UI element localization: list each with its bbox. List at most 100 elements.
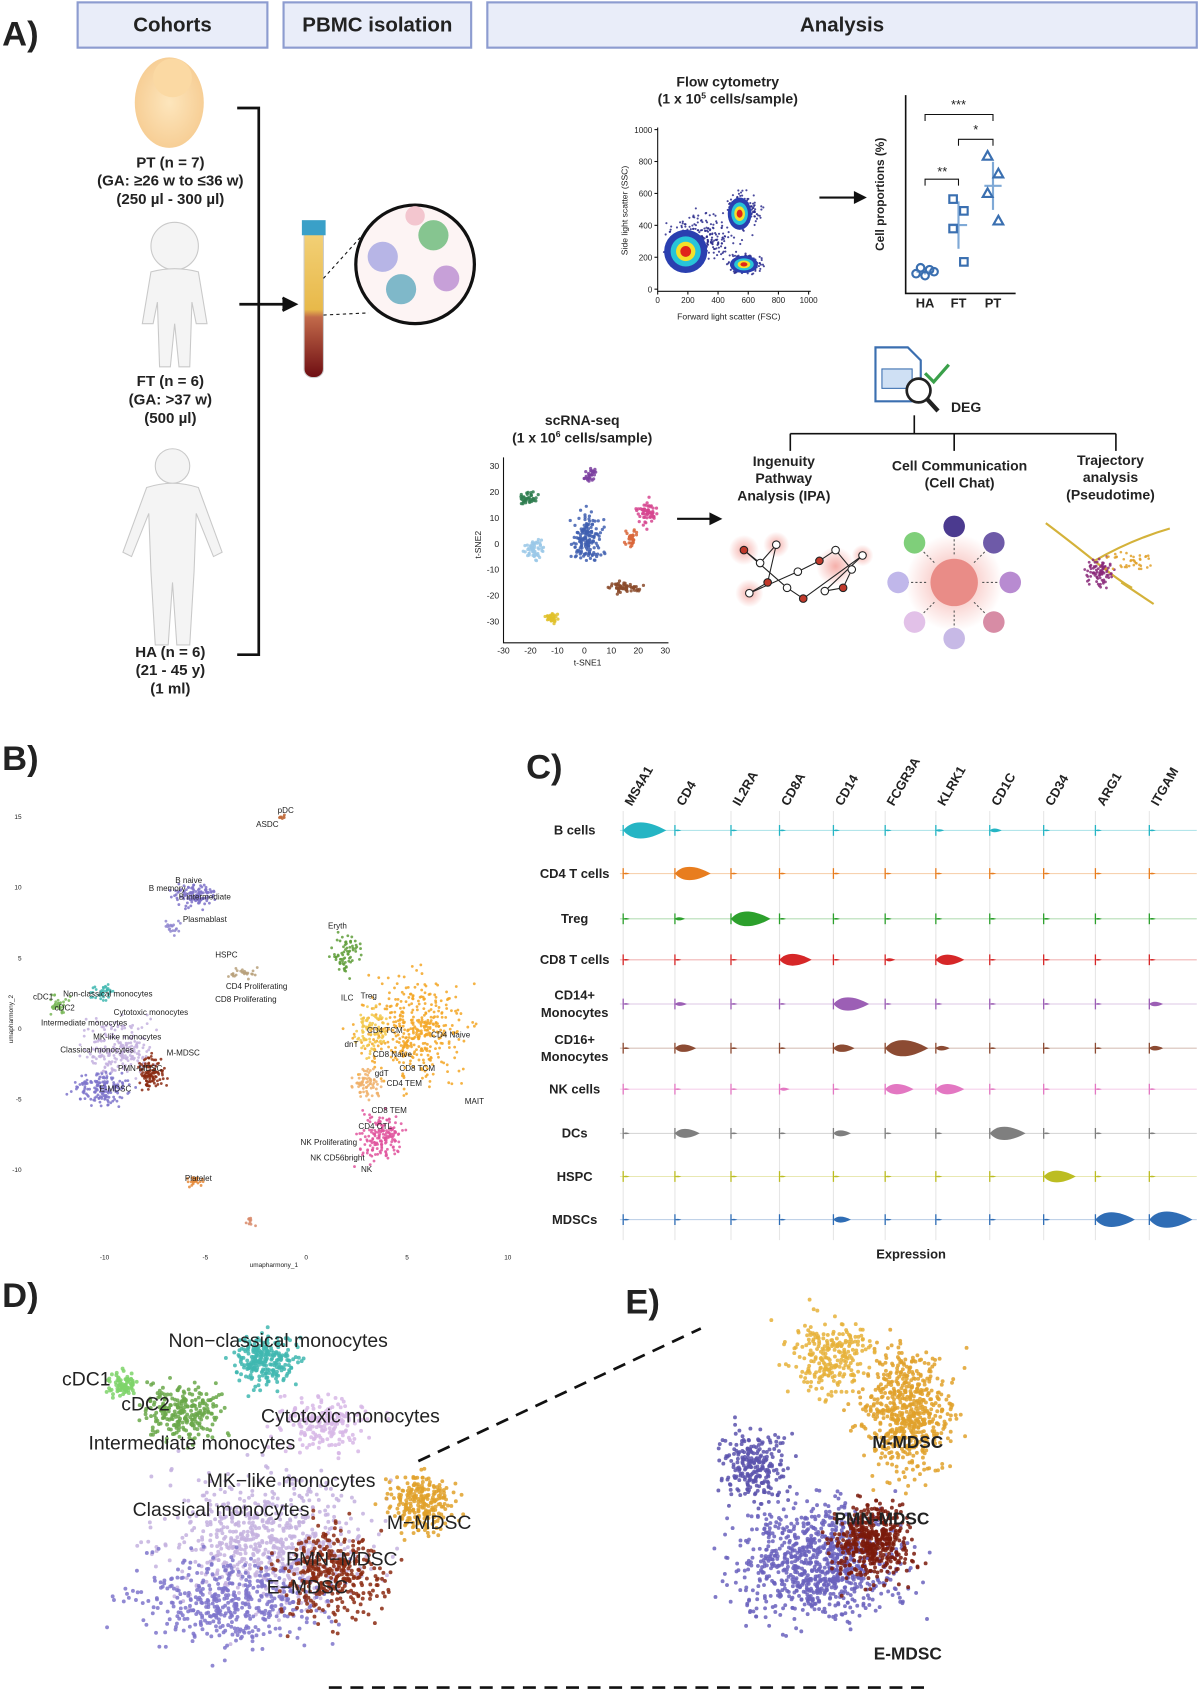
violin [779,953,812,966]
cell-dot [145,1022,149,1026]
x-tick-label: -10 [551,646,564,656]
cell-dot [126,1079,130,1083]
cell-dot [445,990,448,994]
cell-dot [78,1083,82,1086]
umap-cluster [164,919,182,937]
cell-dot [209,1562,214,1567]
cell-dot [348,977,352,980]
cell-dot [728,202,731,206]
cell-dot [144,1072,147,1076]
cell-dot [381,1570,386,1575]
cell-dot [333,952,336,956]
cell-dot [212,1597,217,1602]
cell-dot [372,1621,377,1626]
cell-dot [105,1080,109,1083]
cell-dot [368,1049,372,1053]
cell-dot [86,1087,90,1091]
network-node [838,583,848,593]
cell-dot [752,206,755,210]
cluster-label: Intermediate monocytes [41,1019,127,1028]
cell-dot [365,1069,368,1073]
cell-dot [177,929,181,933]
violin [1095,1003,1102,1005]
cell-dot [67,999,71,1002]
cell-dot [474,1022,478,1026]
cell-dot [373,1040,377,1044]
cell-dot [332,1514,337,1519]
cell-dot [280,1557,285,1562]
cell-dot [643,515,647,519]
cell-dot [359,1095,363,1098]
cell-dot [705,235,708,238]
cell-dot [380,1145,384,1149]
cell-dot [759,216,762,219]
x-tick-label: -20 [524,646,537,656]
cell-dot [362,1044,365,1048]
cell-dot [417,1045,421,1048]
violin [1149,1088,1156,1090]
cell-dot [724,246,727,249]
cell-dot [216,1581,221,1586]
cell-dot [214,1535,219,1539]
cell-dot [297,1626,302,1631]
cell-dot [419,963,423,967]
cell-dot [592,477,596,481]
cell-dot [264,1540,269,1545]
cell-dot [80,1074,84,1078]
cell-dot [83,1085,87,1089]
cell-dot [592,535,596,539]
cell-dot [381,1116,385,1120]
cell-dot [405,1092,408,1096]
cell-dot [243,1570,248,1575]
cell-dot [260,1647,265,1651]
cell-dot [400,1488,405,1493]
cell-dot [98,1100,102,1104]
y-tick-label: 600 [639,190,653,199]
cell-dot [425,1047,429,1051]
violin [674,1128,700,1138]
cell-dot [250,1520,255,1525]
cell-dot [255,966,259,969]
cell-dot [584,504,588,508]
cell-dot [375,1147,379,1150]
cell-dot [152,1578,157,1583]
cell-dot [409,1027,413,1031]
cell-dot [540,546,544,550]
cell-dot [584,558,589,563]
y-tick-label: -30 [487,616,500,626]
violin [833,829,840,832]
cell-dot [346,1529,351,1534]
violin [674,829,682,832]
cell-dot [446,1070,449,1073]
cell-dot [444,1486,449,1490]
cell-dot [148,1525,153,1530]
cell-dot [387,1480,392,1485]
cell-dot [351,1023,355,1026]
cell-dot [429,1008,433,1011]
cell-dot [356,1534,361,1539]
cell-dot [355,1576,360,1580]
cell-dot [151,1079,155,1083]
cell-dot [434,995,438,999]
cell-dot [352,1032,356,1036]
cell-dot [366,1043,370,1047]
cell-dot [180,1535,185,1540]
y-axis-title: Cell proportions (%) [873,138,887,251]
cell-dot [146,1599,151,1603]
cell-dot [370,1139,373,1143]
violin [989,918,997,920]
cell-dot [755,217,759,220]
cell-dot [188,1603,192,1608]
violin [833,918,840,920]
cell-dot [192,888,196,892]
cell-dot [402,1006,406,1010]
violin [833,997,870,1011]
cluster-label: dnT [345,1040,359,1049]
violin [885,1132,892,1135]
cell-dot [135,1041,139,1045]
cell-dot [407,1003,411,1007]
cell-dot [113,1060,117,1064]
cell-dot [419,1029,423,1033]
cell-dot [580,538,584,543]
cell-dot [267,1624,271,1629]
